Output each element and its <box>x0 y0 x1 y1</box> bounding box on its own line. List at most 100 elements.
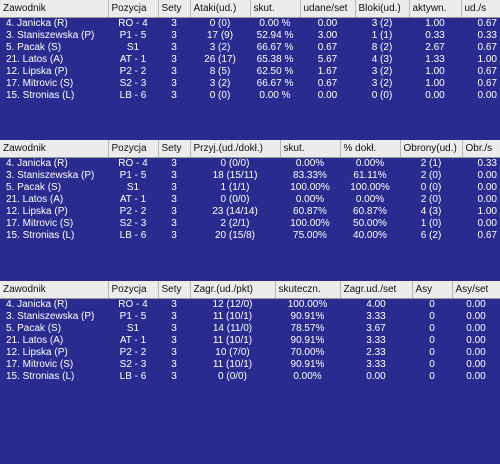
player-name: 21. Latos (A) <box>6 335 64 346</box>
blocks-cell: 3 (2) <box>371 78 393 89</box>
column-header[interactable]: Asy/set <box>452 281 500 299</box>
defenses-cell: 2 (0) <box>420 194 442 205</box>
column-header[interactable]: skuteczn. <box>275 281 341 299</box>
player-name: 3. Staniszewska (P) <box>6 30 95 41</box>
serves-per-set-cell: 3.33 <box>366 359 386 370</box>
position-cell: P2 - 2 <box>119 206 147 217</box>
table-row[interactable]: 4. Janicka (R) RO - 4 3 0 (0/0) 0.00% 0.… <box>0 158 500 171</box>
receptions-cell: 18 (15/11) <box>212 170 258 181</box>
column-header[interactable]: Przyj.(ud./dokł.) <box>190 140 281 158</box>
sets-cell: 3 <box>171 371 177 382</box>
efficiency-cell: 100.00% <box>287 299 328 310</box>
player-name: 21. Latos (A) <box>6 54 64 65</box>
table-row[interactable]: 15. Stronias (L) LB - 6 3 20 (15/8) 75.0… <box>0 230 500 242</box>
accuracy-cell: 0.00% <box>355 194 385 205</box>
table-row[interactable]: 5. Pacak (S) S1 3 1 (1/1) 100.00% 100.00… <box>0 182 500 194</box>
efficiency-cell: 0.00 % <box>259 90 291 101</box>
column-header[interactable]: Pozycja <box>108 140 159 158</box>
reception-stats-panel: Zawodnik Pozycja Sety Przyj.(ud./dokł.) … <box>0 140 500 242</box>
attacks-cell: 3 (2) <box>209 42 231 53</box>
table-row[interactable]: 3. Staniszewska (P) P1 - 5 3 11 (10/1) 9… <box>0 311 500 323</box>
table-row[interactable]: 5. Pacak (S) S1 3 3 (2) 66.67 % 0.67 8 (… <box>0 42 500 54</box>
table-row[interactable]: 4. Janicka (R) RO - 4 3 0 (0) 0.00 % 0.0… <box>0 18 500 31</box>
aces-cell: 0 <box>429 359 435 370</box>
player-name: 5. Pacak (S) <box>6 42 62 53</box>
table-row[interactable]: 17. Mitrovic (S) S2 - 3 3 2 (2/1) 100.00… <box>0 218 500 230</box>
column-header[interactable]: Obrony(ud.) <box>400 140 463 158</box>
column-header[interactable]: Zawodnik <box>0 0 109 18</box>
column-header[interactable]: Ataki(ud.) <box>190 0 251 18</box>
efficiency-cell: 70.00% <box>290 347 325 358</box>
column-header[interactable]: skut. <box>250 0 301 18</box>
successful-per-set-cell: 0.67 <box>317 42 338 53</box>
table-row[interactable]: 12. Lipska (P) P2 - 2 3 8 (5) 62.50 % 1.… <box>0 66 500 78</box>
efficiency-cell: 75.00% <box>293 230 327 241</box>
column-header[interactable]: Zagr.(ud./pkt) <box>190 281 276 299</box>
accuracy-cell: 61.11% <box>353 170 387 181</box>
blocks-cell: 8 (2) <box>371 42 393 53</box>
table-row[interactable]: 15. Stronias (L) LB - 6 3 0 (0/0) 0.00% … <box>0 371 500 383</box>
position-cell: AT - 1 <box>119 54 147 65</box>
player-name: 3. Staniszewska (P) <box>6 311 95 322</box>
blocks-per-set-cell: 0.67 <box>477 66 497 77</box>
column-header[interactable]: Zawodnik <box>0 281 109 299</box>
sets-cell: 3 <box>171 182 177 193</box>
sets-cell: 3 <box>171 218 177 229</box>
table-row[interactable]: 21. Latos (A) AT - 1 3 11 (10/1) 90.91% … <box>0 335 500 347</box>
serves-per-set-cell: 4.00 <box>366 299 386 310</box>
blocks-cell: 3 (2) <box>371 66 393 77</box>
table-row[interactable]: 17. Mitrovic (S) S2 - 3 3 3 (2) 66.67 % … <box>0 78 500 90</box>
successful-per-set-cell: 5.67 <box>317 54 338 65</box>
column-header[interactable]: Pozycja <box>108 281 159 299</box>
aces-per-set-cell: 0.00 <box>466 323 486 334</box>
column-header[interactable]: Pozycja <box>108 0 159 18</box>
efficiency-cell: 90.91% <box>290 311 325 322</box>
column-header[interactable]: udane/set <box>300 0 356 18</box>
player-name: 15. Stronias (L) <box>6 230 75 241</box>
table-row[interactable]: 12. Lipska (P) P2 - 2 3 23 (14/14) 60.87… <box>0 206 500 218</box>
table-row[interactable]: 15. Stronias (L) LB - 6 3 0 (0) 0.00 % 0… <box>0 90 500 102</box>
column-header[interactable]: skut. <box>280 140 341 158</box>
table-row[interactable]: 21. Latos (A) AT - 1 3 26 (17) 65.38 % 5… <box>0 54 500 66</box>
serves-cell: 12 (12/0) <box>212 299 253 310</box>
column-header[interactable]: Asy <box>412 281 453 299</box>
column-header[interactable]: Bloki(ud.) <box>355 0 410 18</box>
column-header[interactable]: Sety <box>158 281 191 299</box>
column-header[interactable]: Sety <box>158 0 191 18</box>
defenses-cell: 1 (0) <box>420 218 442 229</box>
table-row[interactable]: 4. Janicka (R) RO - 4 3 12 (12/0) 100.00… <box>0 299 500 312</box>
column-header[interactable]: Sety <box>158 140 191 158</box>
column-header[interactable]: aktywn. <box>409 0 462 18</box>
column-header[interactable]: % dokł. <box>340 140 401 158</box>
column-header[interactable]: Zagr.ud./set <box>340 281 413 299</box>
receptions-cell: 0 (0/0) <box>220 158 250 169</box>
serves-cell: 11 (10/1) <box>212 359 253 370</box>
position-cell: S1 <box>126 323 140 334</box>
position-cell: S1 <box>126 42 140 53</box>
column-header[interactable]: Zawodnik <box>0 140 109 158</box>
table-row[interactable]: 3. Staniszewska (P) P1 - 5 3 18 (15/11) … <box>0 170 500 182</box>
efficiency-cell: 52.94 % <box>256 30 294 41</box>
aces-per-set-cell: 0.00 <box>466 335 486 346</box>
column-header[interactable]: ud./s <box>461 0 500 18</box>
position-cell: P2 - 2 <box>119 66 147 77</box>
aces-cell: 0 <box>429 335 435 346</box>
table-row[interactable]: 5. Pacak (S) S1 3 14 (11/0) 78.57% 3.67 … <box>0 323 500 335</box>
position-cell: LB - 6 <box>119 371 147 382</box>
serves-cell: 11 (10/1) <box>212 311 253 322</box>
table-row[interactable]: 12. Lipska (P) P2 - 2 3 10 (7/0) 70.00% … <box>0 347 500 359</box>
efficiency-cell: 90.91% <box>290 359 325 370</box>
table-row[interactable]: 17. Mitrovic (S) S2 - 3 3 11 (10/1) 90.9… <box>0 359 500 371</box>
blocks-per-set-cell: 1.00 <box>477 54 497 65</box>
player-name: 5. Pacak (S) <box>6 323 62 334</box>
player-name: 12. Lipska (P) <box>6 347 68 358</box>
efficiency-cell: 78.57% <box>290 323 325 334</box>
activity-cell: 2.67 <box>425 42 445 53</box>
column-header[interactable]: Obr./s <box>462 140 500 158</box>
table-row[interactable]: 3. Staniszewska (P) P1 - 5 3 17 (9) 52.9… <box>0 30 500 42</box>
successful-per-set-cell: 1.67 <box>317 66 338 77</box>
aces-per-set-cell: 0.00 <box>466 371 486 382</box>
sets-cell: 3 <box>171 335 177 346</box>
position-cell: RO - 4 <box>118 299 148 310</box>
table-row[interactable]: 21. Latos (A) AT - 1 3 0 (0/0) 0.00% 0.0… <box>0 194 500 206</box>
